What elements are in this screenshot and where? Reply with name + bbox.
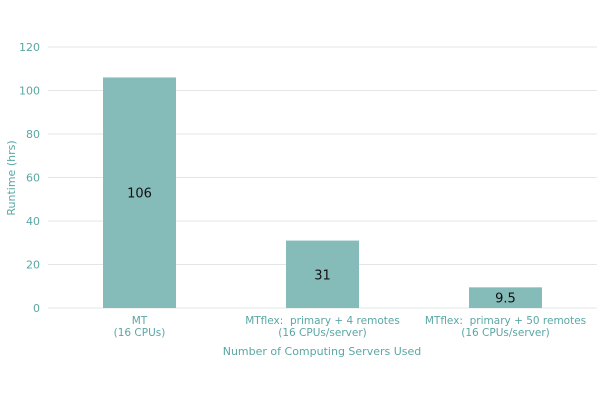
data-labels: 106 31 9.5 xyxy=(127,187,516,307)
data-label-2: 9.5 xyxy=(495,292,516,307)
bar-2 xyxy=(469,287,542,308)
category-labels: MT(16 CPUs)MTflex: primary + 4 remotes(1… xyxy=(114,315,587,339)
y-tick-label-100: 100 xyxy=(19,85,40,98)
x-category-label-1-line-0: MTflex: primary + 4 remotes xyxy=(245,315,400,327)
data-label-0: 106 xyxy=(127,187,152,202)
y-tick-label-20: 20 xyxy=(26,259,40,272)
x-axis-title: Number of Computing Servers Used xyxy=(223,345,422,358)
y-tick-label-40: 40 xyxy=(26,215,40,228)
y-tick-label-120: 120 xyxy=(19,41,40,54)
y-axis-title: Runtime (hrs) xyxy=(5,140,18,215)
bars xyxy=(103,77,542,308)
bar-0 xyxy=(103,77,176,308)
y-tick-labels: 0 20 40 60 80 100 120 xyxy=(19,41,40,315)
x-category-label-2-line-0: MTflex: primary + 50 remotes xyxy=(425,315,586,327)
x-category-label-2-line-1: (16 CPUs/server) xyxy=(461,327,550,339)
data-label-1: 31 xyxy=(314,268,331,283)
x-category-label-0-line-0: MT xyxy=(132,315,148,327)
y-tick-label-60: 60 xyxy=(26,172,40,185)
y-tick-label-0: 0 xyxy=(33,302,40,315)
x-category-label-0-line-1: (16 CPUs) xyxy=(114,327,166,339)
y-tick-label-80: 80 xyxy=(26,128,40,141)
x-category-label-1-line-1: (16 CPUs/server) xyxy=(278,327,367,339)
bar-1 xyxy=(286,240,359,308)
